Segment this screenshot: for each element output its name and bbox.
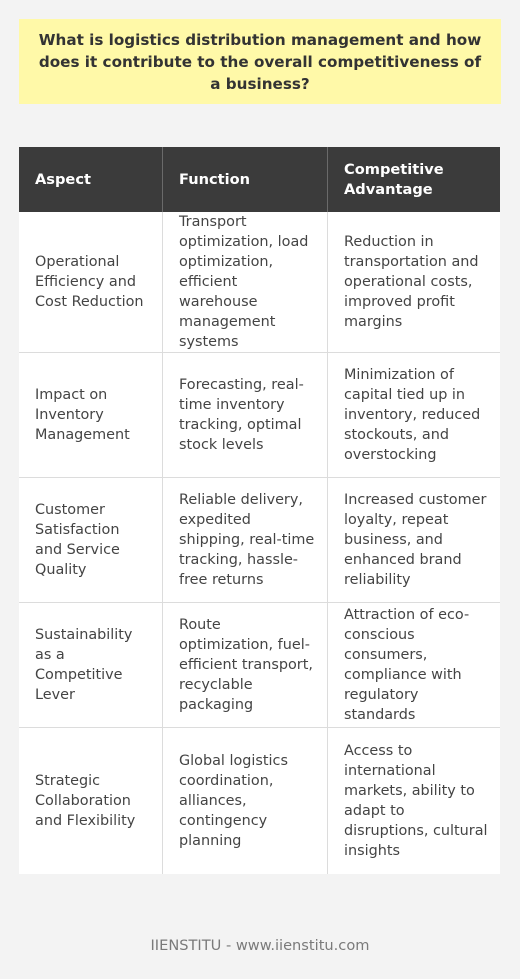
aspect-cell: Operational Efficiency and Cost Reductio… bbox=[19, 212, 163, 353]
function-cell: Transport optimization, load optimizatio… bbox=[163, 212, 328, 353]
aspect-cell: Sustainability as a Competitive Lever bbox=[19, 603, 163, 728]
advantage-cell: Access to international markets, ability… bbox=[344, 743, 488, 859]
aspect-cell: Customer Satisfaction and Service Qualit… bbox=[19, 478, 163, 603]
advantage-cell: Attraction of eco-conscious consumers, c… bbox=[328, 603, 500, 728]
table-row: Impact on Inventory Management Forecasti… bbox=[19, 353, 500, 478]
function-cell: Forecasting, real-time inventory trackin… bbox=[163, 353, 328, 478]
table-row: Customer Satisfaction and Service Qualit… bbox=[19, 478, 500, 603]
aspect-cell: Strategic Collaboration and Flexibility bbox=[19, 728, 163, 874]
table-row: Operational Efficiency and Cost Reductio… bbox=[19, 212, 500, 353]
comparison-table: Aspect Function Competitive Advantage Op… bbox=[19, 147, 500, 874]
question-banner: What is logistics distribution managemen… bbox=[19, 19, 501, 104]
function-cell: Global logistics coordination, alliances… bbox=[163, 728, 328, 874]
header-aspect: Aspect bbox=[19, 147, 163, 212]
advantage-cell: Minimization of capital tied up in inven… bbox=[328, 353, 500, 478]
question-text: What is logistics distribution managemen… bbox=[38, 30, 482, 93]
table-row: Sustainability as a Competitive Lever Ro… bbox=[19, 603, 500, 728]
function-cell: Route optimization, fuel-efficient trans… bbox=[163, 603, 328, 728]
header-function: Function bbox=[163, 147, 328, 212]
function-cell: Reliable delivery, expedited shipping, r… bbox=[163, 478, 328, 603]
footer-credit: IIENSTITU - www.iienstitu.com bbox=[150, 937, 370, 954]
aspect-cell: Impact on Inventory Management bbox=[19, 353, 163, 478]
advantage-cell: Increased customer loyalty, repeat busin… bbox=[328, 478, 500, 603]
advantage-cell: Reduction in transportation and operatio… bbox=[328, 212, 500, 353]
table-row: Strategic Collaboration and Flexibility … bbox=[19, 728, 500, 874]
header-competitive-advantage: Competitive Advantage bbox=[328, 147, 500, 212]
table-header-row: Aspect Function Competitive Advantage bbox=[19, 147, 500, 212]
